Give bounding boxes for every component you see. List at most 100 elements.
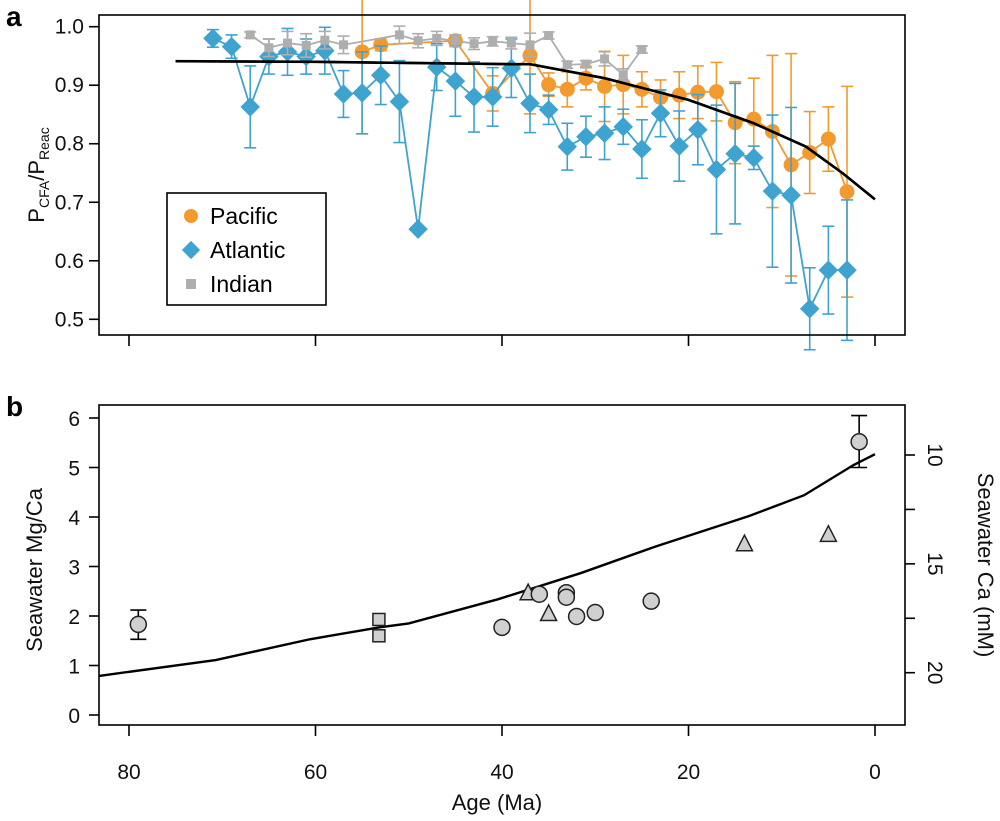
- data-point-diamond: [333, 84, 354, 104]
- data-point-square: [186, 279, 196, 289]
- model-curve: [98, 453, 876, 678]
- data-point-diamond: [650, 103, 671, 124]
- data-point-diamond: [538, 100, 559, 120]
- data-point-square: [245, 30, 255, 40]
- data-point-diamond: [501, 58, 522, 78]
- data-point-diamond: [669, 136, 689, 156]
- data-point-circle: [642, 592, 660, 610]
- data-point-circle: [708, 84, 724, 100]
- data-point-diamond: [389, 91, 410, 112]
- data-point-square: [562, 60, 572, 70]
- y-tick-label: 5: [68, 458, 80, 481]
- data-point-square: [301, 40, 311, 50]
- data-point-square: [488, 36, 498, 46]
- data-point-square: [600, 54, 610, 64]
- data-point-circle: [802, 145, 818, 161]
- data-point-diamond: [520, 93, 540, 114]
- data-point-square: [264, 43, 274, 53]
- y-tick-label: 6: [68, 408, 80, 431]
- right-y-tick-label: 15: [923, 552, 946, 575]
- data-point-diamond: [482, 87, 503, 107]
- data-point-circle: [839, 184, 855, 200]
- data-point-square: [618, 70, 628, 80]
- data-point-square: [581, 59, 591, 69]
- data-point-diamond: [706, 159, 727, 180]
- y-label-sub: Reac: [36, 127, 52, 160]
- data-point-diamond: [203, 28, 223, 49]
- x-tick-label: 0: [869, 761, 881, 784]
- y-axis-label-a: PCFA/PReac: [24, 127, 52, 222]
- data-point-diamond: [371, 65, 391, 86]
- panel-a: 0.5 0.6 0.7 0.8 0.9 1.0 Pacific Atlantic Indian: [55, 0, 906, 351]
- data-point-circle: [690, 84, 706, 100]
- data-point-square: [506, 38, 516, 48]
- right-y-tick-label: 20: [923, 661, 946, 684]
- data-point-square: [432, 33, 442, 43]
- panel-label-a: a: [6, 1, 22, 32]
- data-point-diamond: [181, 240, 201, 260]
- y-tick-label: 0.5: [55, 308, 84, 331]
- data-point-triangle: [539, 603, 558, 622]
- data-point-circle: [586, 603, 604, 622]
- y-tick-label: 1.0: [55, 16, 84, 39]
- data-point-square: [372, 629, 386, 643]
- x-tick-label: 80: [117, 761, 140, 784]
- data-point-square: [394, 30, 404, 40]
- data-point-diamond: [725, 143, 745, 164]
- data-point-square: [320, 35, 330, 45]
- x-tick-label: 40: [490, 761, 513, 784]
- y-tick-label: 4: [68, 507, 80, 530]
- data-point-triangle: [819, 524, 838, 543]
- data-point-diamond: [688, 119, 708, 140]
- data-point-diamond: [315, 40, 335, 61]
- data-point-diamond: [557, 136, 578, 157]
- data-point-square: [637, 45, 647, 55]
- plot-frame: [98, 404, 906, 726]
- y-tick-label: 0.6: [55, 250, 84, 273]
- fit-curve-overlay: [175, 60, 876, 201]
- panel-b: 0 1 2 3 4 5 6 80 60 40 20 0 10 15 20: [68, 404, 946, 784]
- y-tick-label: 2: [68, 606, 80, 629]
- data-point-circle: [597, 78, 613, 94]
- data-point-circle: [567, 607, 586, 626]
- x-tick-label: 60: [304, 761, 327, 784]
- data-point-diamond: [408, 219, 428, 239]
- data-point-diamond: [632, 139, 652, 159]
- y-tick-label: 0: [68, 705, 80, 728]
- data-point-circle: [493, 618, 511, 637]
- data-point-square: [413, 36, 423, 46]
- legend-label: Atlantic: [210, 237, 285, 263]
- data-point-diamond: [744, 148, 764, 168]
- data-point-diamond: [781, 185, 801, 205]
- right-y-tick-label: 10: [923, 443, 946, 466]
- data-point-diamond: [594, 123, 615, 143]
- x-axis-label: Age (Ma): [452, 790, 542, 815]
- panel-label-b: b: [6, 391, 23, 422]
- y-tick-label: 0.8: [55, 133, 84, 156]
- data-point-diamond: [221, 36, 242, 57]
- data-point-diamond: [426, 57, 447, 77]
- data-point-diamond: [762, 181, 783, 201]
- data-point-square: [450, 36, 460, 46]
- data-point-diamond: [464, 87, 484, 107]
- data-point-circle: [129, 615, 148, 634]
- data-point-diamond: [837, 260, 857, 280]
- data-point-circle: [541, 77, 557, 93]
- data-point-square: [283, 38, 293, 48]
- y-tick-label: 1: [68, 656, 80, 679]
- data-point-square: [525, 40, 535, 50]
- x-tick-label: 20: [677, 761, 700, 784]
- data-point-diamond: [352, 83, 372, 103]
- y-tick-label: 0.9: [55, 74, 84, 97]
- y-label-part: /P: [24, 160, 49, 181]
- data-point-circle: [557, 588, 576, 606]
- data-point-circle: [820, 131, 836, 147]
- data-point-circle: [559, 81, 575, 97]
- y-label-part: P: [24, 208, 49, 223]
- series-indian: [244, 25, 648, 82]
- y-axis-label-b: Seawater Mg/Ca: [22, 487, 47, 652]
- legend: Pacific Atlantic Indian: [166, 192, 327, 306]
- data-point-circle: [184, 209, 198, 223]
- data-point-diamond: [576, 126, 596, 147]
- y-tick-label: 3: [68, 557, 80, 580]
